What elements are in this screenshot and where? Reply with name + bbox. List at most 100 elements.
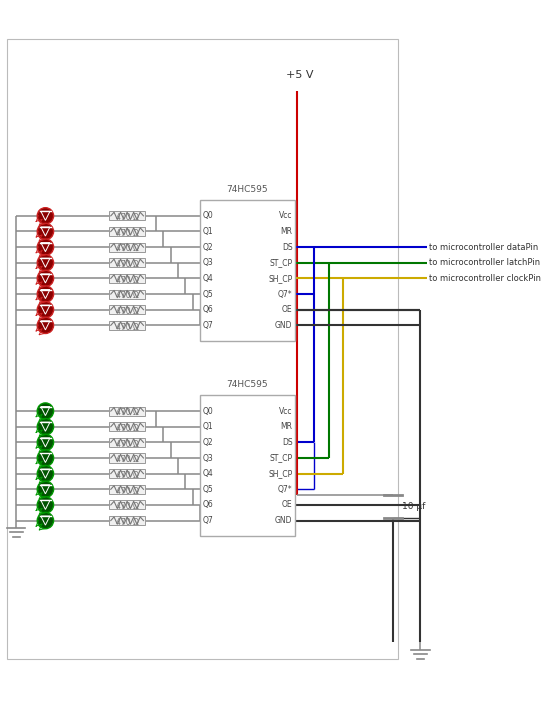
Circle shape xyxy=(37,434,53,451)
Text: 470 Ω: 470 Ω xyxy=(116,486,139,496)
Bar xyxy=(109,454,145,463)
Text: GND: GND xyxy=(275,321,293,330)
Text: ST_CP: ST_CP xyxy=(270,258,293,267)
Text: DS: DS xyxy=(282,438,293,447)
Text: 470 Ω: 470 Ω xyxy=(116,245,139,254)
Text: SH_CP: SH_CP xyxy=(268,469,293,478)
Circle shape xyxy=(37,481,53,498)
Text: 74HC595: 74HC595 xyxy=(227,185,268,194)
Text: 470 Ω: 470 Ω xyxy=(116,440,139,449)
Circle shape xyxy=(37,403,53,419)
Circle shape xyxy=(37,286,53,302)
Text: Q7: Q7 xyxy=(202,321,213,330)
Text: DS: DS xyxy=(282,243,293,252)
Circle shape xyxy=(37,207,53,224)
Polygon shape xyxy=(41,516,50,525)
Text: OE: OE xyxy=(282,501,293,510)
Polygon shape xyxy=(41,438,50,447)
Circle shape xyxy=(37,317,53,334)
Text: Q7*: Q7* xyxy=(278,290,293,299)
Bar xyxy=(109,258,145,267)
Text: Q2: Q2 xyxy=(202,438,213,447)
Polygon shape xyxy=(41,290,50,299)
Text: ST_CP: ST_CP xyxy=(270,454,293,463)
Text: Vcc: Vcc xyxy=(279,212,293,220)
Polygon shape xyxy=(41,422,50,431)
Text: 470 Ω: 470 Ω xyxy=(116,409,139,417)
Text: 470 Ω: 470 Ω xyxy=(116,292,139,301)
Bar xyxy=(109,469,145,478)
Text: Q3: Q3 xyxy=(202,258,213,267)
Bar xyxy=(109,321,145,330)
Text: 470 Ω: 470 Ω xyxy=(116,424,139,433)
Text: Q6: Q6 xyxy=(202,501,213,510)
Text: SH_CP: SH_CP xyxy=(268,274,293,283)
Text: 470 Ω: 470 Ω xyxy=(116,307,139,316)
Bar xyxy=(109,422,145,431)
Bar xyxy=(200,395,295,536)
Text: 470 Ω: 470 Ω xyxy=(116,229,139,238)
Text: OE: OE xyxy=(282,305,293,314)
Polygon shape xyxy=(41,274,50,283)
Bar xyxy=(109,227,145,236)
Circle shape xyxy=(37,271,53,287)
Polygon shape xyxy=(41,407,50,416)
Bar xyxy=(109,211,145,220)
Text: +5 V: +5 V xyxy=(286,70,313,81)
Text: MR: MR xyxy=(280,227,293,236)
Polygon shape xyxy=(41,258,50,267)
Text: to microcontroller latchPin: to microcontroller latchPin xyxy=(428,258,540,267)
Bar xyxy=(109,274,145,283)
Text: 470 Ω: 470 Ω xyxy=(116,503,139,511)
Text: Q0: Q0 xyxy=(202,407,213,416)
Circle shape xyxy=(37,512,53,529)
Text: 470 Ω: 470 Ω xyxy=(116,275,139,285)
Text: Q1: Q1 xyxy=(202,422,213,431)
Text: GND: GND xyxy=(275,516,293,525)
Text: Q7*: Q7* xyxy=(278,485,293,494)
Polygon shape xyxy=(41,454,50,463)
Text: Q4: Q4 xyxy=(202,469,213,478)
Text: to microcontroller clockPin: to microcontroller clockPin xyxy=(428,274,541,283)
Text: 470 Ω: 470 Ω xyxy=(116,456,139,464)
Text: 470 Ω: 470 Ω xyxy=(116,471,139,480)
Polygon shape xyxy=(41,243,50,252)
Bar xyxy=(109,485,145,494)
Text: 470 Ω: 470 Ω xyxy=(116,518,139,527)
Text: Q1: Q1 xyxy=(202,227,213,236)
Text: to microcontroller dataPin: to microcontroller dataPin xyxy=(428,243,538,252)
Circle shape xyxy=(37,224,53,240)
Bar xyxy=(109,290,145,299)
Text: Q4: Q4 xyxy=(202,274,213,283)
Text: Q2: Q2 xyxy=(202,243,213,252)
Text: Q3: Q3 xyxy=(202,454,213,463)
Polygon shape xyxy=(41,227,50,236)
Circle shape xyxy=(37,301,53,318)
Circle shape xyxy=(37,254,53,271)
Bar xyxy=(200,200,295,341)
Polygon shape xyxy=(41,501,50,510)
Bar xyxy=(109,438,145,447)
Text: Q0: Q0 xyxy=(202,212,213,220)
Bar xyxy=(109,516,145,525)
Text: 470 Ω: 470 Ω xyxy=(116,322,139,332)
Text: 74HC595: 74HC595 xyxy=(227,380,268,389)
Text: 470 Ω: 470 Ω xyxy=(116,213,139,222)
Polygon shape xyxy=(41,485,50,494)
Text: Q6: Q6 xyxy=(202,305,213,314)
Text: Q5: Q5 xyxy=(202,485,213,494)
Circle shape xyxy=(37,450,53,466)
Bar xyxy=(109,243,145,252)
Polygon shape xyxy=(41,321,50,330)
Text: 470 Ω: 470 Ω xyxy=(116,260,139,269)
Circle shape xyxy=(37,418,53,435)
Text: MR: MR xyxy=(280,422,293,431)
Bar xyxy=(109,305,145,314)
Bar xyxy=(109,407,145,416)
Bar xyxy=(7,39,398,659)
Polygon shape xyxy=(41,211,50,220)
Text: Vcc: Vcc xyxy=(279,407,293,416)
Polygon shape xyxy=(41,469,50,478)
Circle shape xyxy=(37,497,53,513)
Circle shape xyxy=(37,465,53,482)
